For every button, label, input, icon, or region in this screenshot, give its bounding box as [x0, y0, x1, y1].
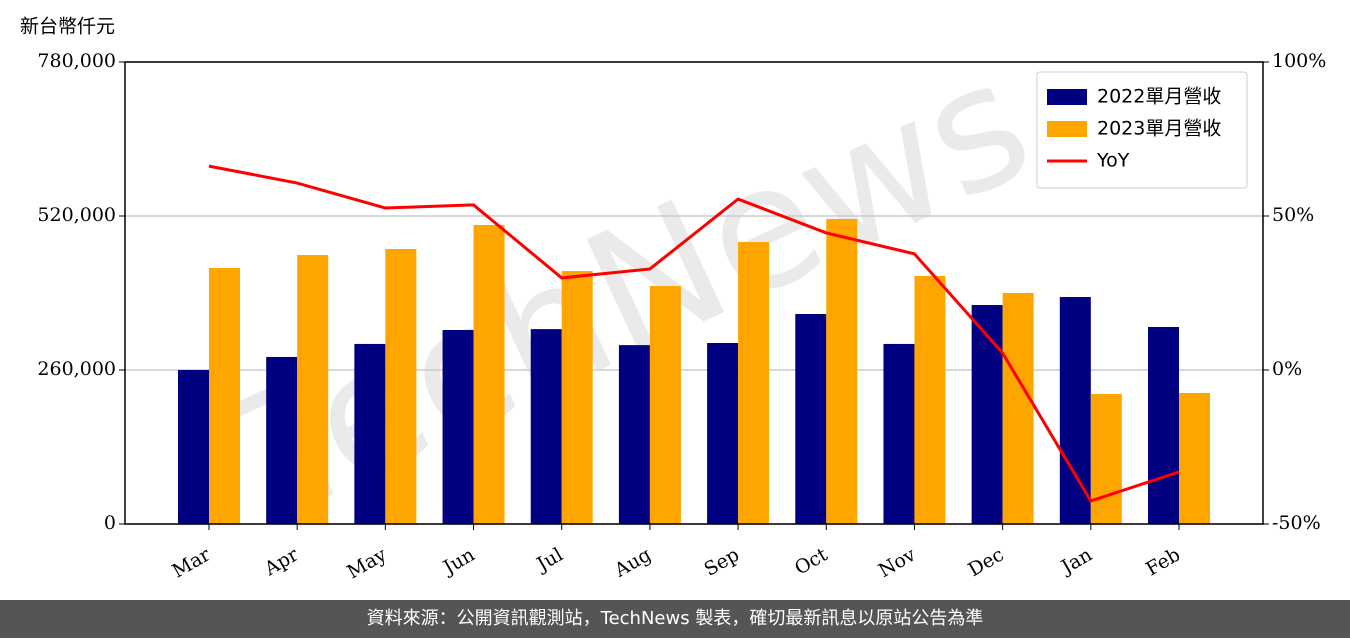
bar [1090, 393, 1122, 524]
bar [1148, 326, 1179, 524]
x-tick-label: Nov [875, 543, 920, 582]
x-tick-label: Oct [791, 543, 832, 579]
x-tick-label: Aug [610, 544, 655, 583]
y-tick-label: 520,000 [37, 204, 116, 226]
y-tick-label: 260,000 [37, 358, 116, 380]
bar [297, 255, 329, 524]
bar [795, 314, 827, 524]
plot-frame [124, 61, 1264, 525]
x-tick-label: Feb [1142, 544, 1184, 581]
bar [209, 268, 240, 524]
x-tick-label: Jul [532, 544, 567, 577]
y-tick-label: 780,000 [37, 50, 116, 72]
y2-tick-label: -50% [1272, 512, 1321, 534]
y-axis-label: 新台幣仟元 [20, 16, 115, 38]
x-tick-label: May [343, 543, 390, 583]
bar [1059, 297, 1091, 524]
bar [649, 286, 681, 524]
bar [738, 242, 770, 524]
bar [530, 329, 562, 524]
y-tick-label: 0 [104, 512, 116, 534]
x-tick-label: Dec [964, 544, 1007, 582]
y2-tick-label: 0% [1272, 358, 1302, 380]
bar [442, 330, 474, 524]
bar [561, 271, 593, 524]
legend: 2022單月營收 2023單月營收 YoY [1036, 71, 1248, 189]
bar [473, 225, 505, 524]
legend-label: YoY [1096, 150, 1130, 172]
bar [1179, 392, 1210, 524]
x-tick-label: Jan [1056, 544, 1096, 580]
legend-label: 2023單月營收 [1097, 118, 1221, 140]
bar [178, 370, 209, 524]
footer: 資料來源：公開資訊觀測站，TechNews 製表，確切最新訊息以原站公告為準 [367, 608, 984, 629]
bar [826, 219, 858, 525]
x-tick-label: Mar [168, 543, 214, 582]
bar [618, 345, 650, 524]
legend-swatch [1047, 121, 1087, 137]
line [208, 164, 1180, 503]
footer-bar [0, 600, 1350, 638]
x-tick-label: Sep [701, 544, 744, 581]
bar [707, 342, 739, 524]
y2-tick-label: 50% [1272, 204, 1314, 226]
legend-box [1036, 71, 1248, 189]
x-tick-label: Jun [438, 544, 479, 580]
bar [1002, 293, 1034, 524]
bar [354, 343, 386, 524]
bar [266, 356, 298, 524]
legend-label: 2022單月營收 [1097, 86, 1221, 108]
bar [971, 305, 1003, 524]
y2-tick-label: 100% [1272, 50, 1326, 72]
bar [914, 276, 946, 524]
legend-swatch [1047, 89, 1087, 105]
bar [883, 343, 915, 524]
bar [385, 248, 417, 525]
